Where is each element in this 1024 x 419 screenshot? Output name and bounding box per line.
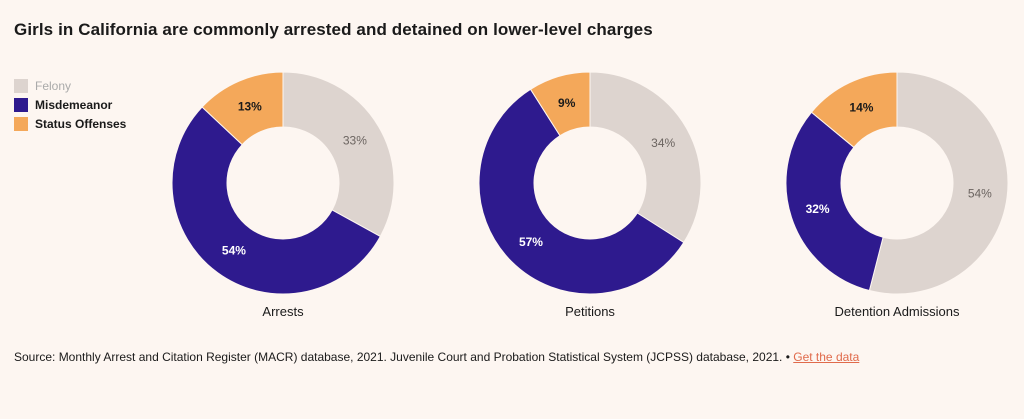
slice-petitions-felony bbox=[589, 71, 702, 244]
legend-label-felony: Felony bbox=[35, 78, 72, 93]
legend-swatch-misdemeanor bbox=[14, 97, 28, 112]
donut-charts: 33% 54% 13% Arrests 34% 57% 9% Petitions 54% 32% 1… bbox=[171, 71, 1009, 319]
slice-label-detention-admissions-misdemeanor: 32% bbox=[806, 202, 830, 216]
slice-detention-admissions-felony bbox=[868, 71, 1009, 295]
chart-title: Girls in California are commonly arreste… bbox=[14, 20, 653, 39]
slice-arrests-status-offenses bbox=[201, 71, 284, 146]
source-note: Source: Monthly Arrest and Citation Regi… bbox=[14, 350, 859, 364]
slice-label-arrests-misdemeanor: 54% bbox=[222, 244, 246, 258]
source-text: Source: Monthly Arrest and Citation Regi… bbox=[14, 350, 794, 364]
slice-petitions-status-offenses bbox=[529, 71, 591, 137]
slice-petitions-misdemeanor bbox=[478, 88, 685, 295]
slice-label-detention-admissions-status-offenses: 14% bbox=[849, 100, 873, 114]
chart-caption-arrests: Arrests bbox=[262, 304, 304, 319]
chart-caption-detention-admissions: Detention Admissions bbox=[834, 304, 960, 319]
get-the-data-link[interactable]: Get the data bbox=[793, 350, 860, 364]
slice-label-petitions-felony: 34% bbox=[651, 136, 675, 150]
slice-label-detention-admissions-felony: 54% bbox=[968, 186, 992, 200]
slice-detention-admissions-misdemeanor bbox=[785, 111, 884, 292]
legend-label-misdemeanor: Misdemeanor bbox=[35, 97, 113, 112]
slice-arrests-felony bbox=[282, 71, 395, 238]
legend-swatch-felony bbox=[14, 78, 28, 93]
legend-item-felony: Felony bbox=[14, 76, 126, 95]
slice-label-arrests-felony: 33% bbox=[343, 133, 367, 147]
legend-label-status-offenses: Status Offenses bbox=[35, 116, 127, 131]
legend-item-misdemeanor: Misdemeanor bbox=[14, 95, 126, 114]
legend: Felony Misdemeanor Status Offenses bbox=[14, 76, 126, 133]
slice-label-petitions-status-offenses: 9% bbox=[558, 96, 576, 110]
slice-arrests-misdemeanor bbox=[171, 106, 381, 295]
slice-detention-admissions-status-offenses bbox=[810, 71, 898, 149]
slice-label-petitions-misdemeanor: 57% bbox=[519, 235, 543, 249]
slice-label-arrests-status-offenses: 13% bbox=[238, 99, 262, 113]
legend-item-status-offenses: Status Offenses bbox=[14, 114, 126, 133]
legend-swatch-status-offenses bbox=[14, 116, 28, 131]
chart-caption-petitions: Petitions bbox=[565, 304, 615, 319]
